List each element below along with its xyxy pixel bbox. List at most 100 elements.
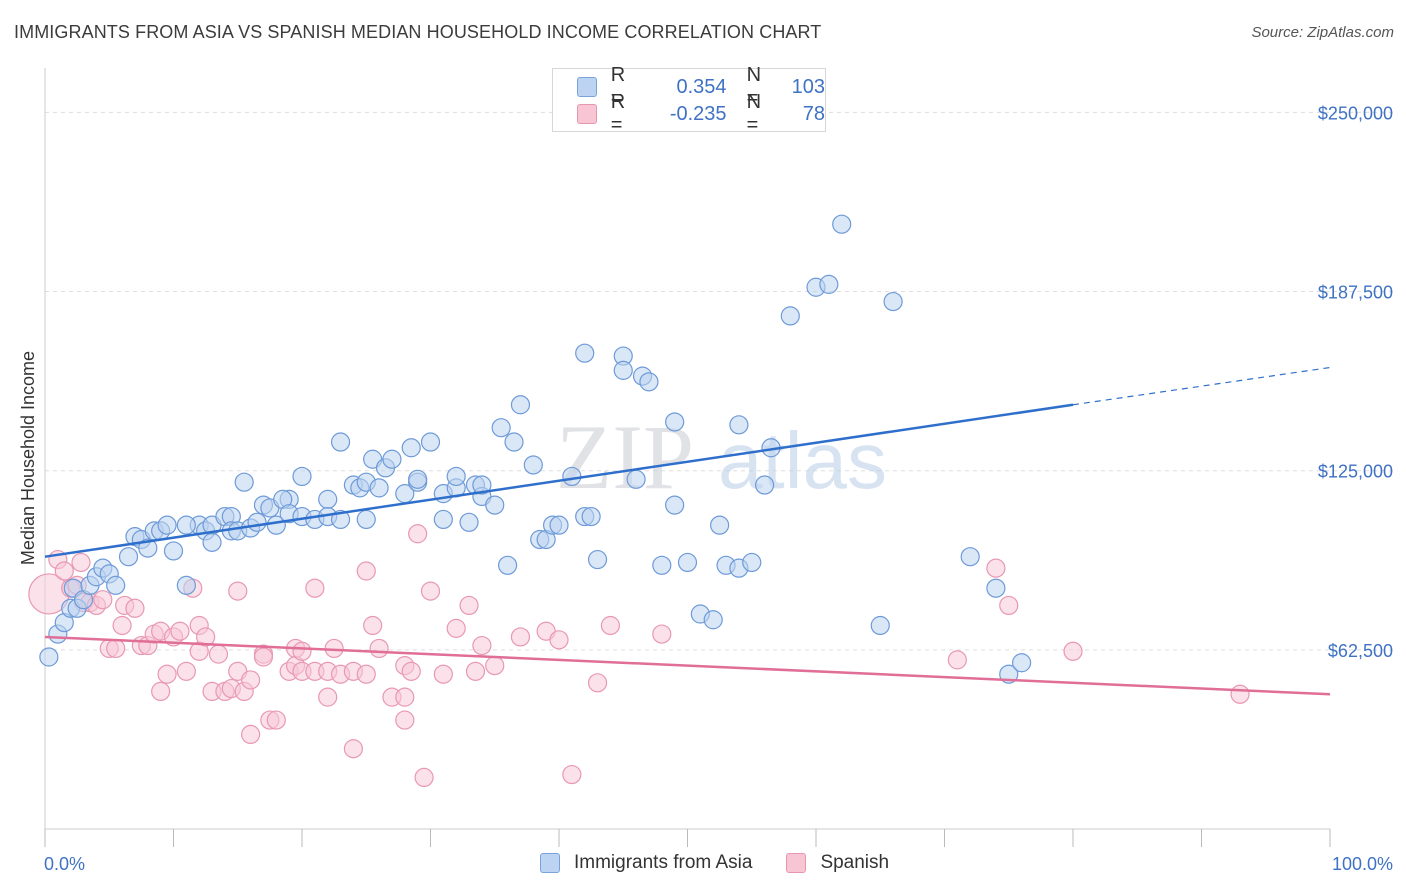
asia-point: [677, 552, 698, 573]
bottom-legend-swatch-asia: [540, 853, 560, 873]
asia-point: [401, 438, 421, 458]
asia-trend-line: [44, 403, 1074, 558]
asia-point: [832, 214, 852, 234]
spanish-point: [1063, 641, 1083, 661]
bottom-legend-swatch-spanish: [786, 853, 807, 873]
asia-point: [106, 575, 126, 595]
spanish-point: [401, 661, 421, 681]
spanish-point: [369, 638, 389, 659]
spanish-point: [446, 618, 466, 638]
spanish-point: [266, 710, 286, 730]
asia-point: [665, 495, 685, 515]
asia-point: [710, 515, 730, 535]
spanish-point: [106, 638, 126, 659]
spanish-point: [999, 595, 1019, 616]
spanish-point: [420, 581, 441, 601]
y-tick-labels: $62,500 $125,000 $187,500 $250,000: [1318, 103, 1393, 660]
asia-point: [729, 415, 749, 435]
asia-points: [39, 214, 1032, 684]
spanish-point: [1230, 684, 1250, 704]
spanish-point: [93, 590, 113, 610]
asia-trend-extension: [1072, 366, 1331, 406]
spanish-point: [356, 561, 376, 581]
trend-lines: [44, 366, 1331, 696]
asia-point: [369, 478, 389, 498]
spanish-point: [363, 615, 383, 636]
spanish-point: [71, 552, 91, 573]
spanish-point: [54, 561, 74, 581]
spanish-point: [151, 681, 171, 702]
asia-point: [433, 509, 453, 530]
asia-point: [138, 538, 158, 558]
spanish-point: [600, 615, 621, 636]
spanish-point: [176, 661, 196, 681]
spanish-point: [549, 630, 569, 650]
asia-point: [1011, 653, 1032, 673]
spanish-point: [343, 739, 363, 759]
spanish-point: [170, 621, 190, 641]
x-tick-label: 100.0%: [1332, 854, 1393, 874]
asia-point: [491, 418, 511, 438]
asia-point: [960, 547, 980, 567]
spanish-point: [562, 764, 582, 785]
asia-point: [408, 469, 428, 489]
bottom-legend-label-spanish: Spanish: [820, 852, 890, 873]
asia-point: [587, 549, 608, 570]
asia-point: [459, 512, 479, 532]
source-label: Source: ZipAtlas.com: [1251, 24, 1394, 41]
spanish-point: [241, 724, 261, 745]
asia-point: [581, 506, 601, 527]
legend-row-asia: R = 0.354 N = 103: [577, 64, 825, 109]
asia-point: [39, 647, 59, 667]
spanish-point: [318, 687, 338, 707]
asia-point: [780, 306, 800, 326]
spanish-point: [305, 578, 325, 598]
asia-point: [523, 455, 543, 475]
legend-n-value-asia: 103: [791, 75, 825, 98]
spanish-point: [112, 615, 132, 636]
asia-point: [742, 552, 762, 573]
spanish-point: [510, 627, 531, 647]
spanish-point: [465, 661, 486, 681]
legend-r-value-spanish: -0.235: [669, 102, 727, 125]
legend-r-label: R =: [610, 91, 626, 136]
asia-point: [420, 432, 441, 452]
spanish-point: [459, 595, 479, 616]
y-axis-label: Median Household Income: [18, 351, 38, 565]
asia-point: [472, 475, 492, 495]
y-tick-label: $62,500: [1328, 641, 1393, 661]
asia-point: [986, 578, 1006, 598]
asia-point: [234, 472, 254, 492]
asia-point: [652, 555, 672, 575]
asia-point: [510, 395, 531, 415]
legend-row-spanish: R = -0.235 N = 78: [577, 91, 825, 136]
spanish-point: [414, 767, 434, 788]
spanish-point: [652, 624, 672, 644]
watermark: ZIP atlas: [556, 406, 887, 508]
spanish-point: [125, 598, 145, 618]
spanish-point: [485, 656, 505, 676]
spanish-point: [208, 644, 229, 664]
spanish-point: [395, 710, 415, 730]
asia-point: [202, 532, 222, 552]
asia-point: [626, 469, 646, 489]
bottom-legend: Immigrants from Asia Spanish: [540, 852, 923, 874]
spanish-point: [157, 664, 177, 684]
bottom-legend-spanish: Spanish: [786, 852, 889, 874]
spanish-point: [947, 650, 967, 670]
legend-r-value-asia: 0.354: [676, 75, 727, 98]
asia-point: [292, 466, 312, 487]
spanish-point: [472, 635, 492, 656]
legend-swatch-asia: [577, 77, 597, 97]
spanish-point: [292, 641, 312, 661]
y-tick-label: $250,000: [1318, 103, 1393, 123]
bottom-legend-label-asia: Immigrants from Asia: [574, 852, 753, 873]
asia-point: [446, 466, 466, 487]
legend-r-label: R =: [610, 64, 626, 109]
x-tick-label: 0.0%: [44, 854, 85, 874]
spanish-point: [986, 558, 1006, 578]
x-tick-labels: 0.0% 100.0%: [44, 854, 1393, 874]
asia-point: [318, 489, 338, 509]
asia-point: [485, 495, 505, 515]
